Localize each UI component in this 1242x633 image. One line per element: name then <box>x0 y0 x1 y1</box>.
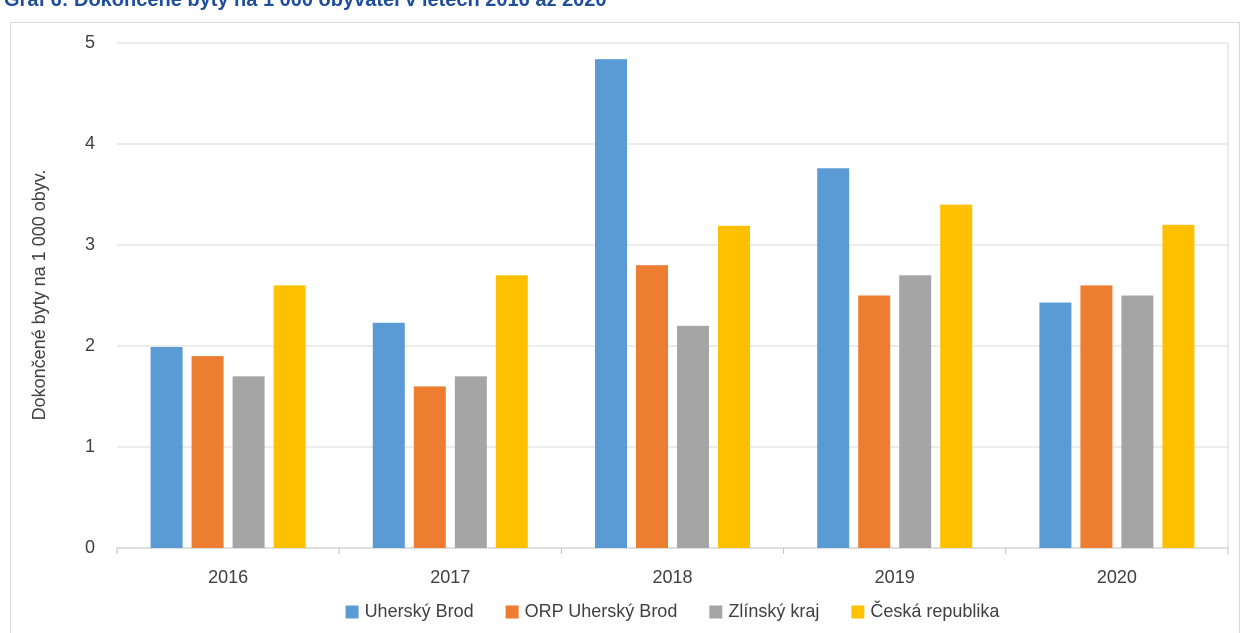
y-tick-label: 0 <box>85 537 95 557</box>
x-tick-label: 2019 <box>875 567 915 587</box>
x-tick-label: 2017 <box>430 567 470 587</box>
bar <box>1121 295 1154 548</box>
bar <box>232 376 265 548</box>
legend-swatch <box>709 605 723 619</box>
bar <box>858 295 891 548</box>
bar <box>817 168 850 549</box>
bar <box>1162 224 1195 549</box>
bar <box>191 356 224 548</box>
y-axis-label: Dokončené byty na 1 000 obyv. <box>29 170 49 421</box>
bar <box>677 325 709 548</box>
bar <box>150 347 183 548</box>
y-tick-label: 2 <box>85 335 95 355</box>
y-tick-label: 1 <box>85 436 95 456</box>
legend-label: ORP Uherský Brod <box>525 601 678 621</box>
legend-swatch <box>505 605 519 619</box>
bar <box>273 285 306 548</box>
bar <box>899 275 932 548</box>
bar <box>1039 302 1072 548</box>
bar <box>718 225 750 548</box>
legend-label: Zlínský kraj <box>728 601 819 621</box>
y-tick-label: 5 <box>85 32 95 52</box>
bar <box>1080 285 1113 548</box>
bar <box>595 59 627 548</box>
legend-label: Uherský Brod <box>365 601 474 621</box>
x-tick-label: 2016 <box>208 567 248 587</box>
bar <box>495 275 528 548</box>
chart-title: Graf 6: Dokončené byty na 1 000 obyvatel… <box>4 0 607 11</box>
x-tick-label: 2018 <box>652 567 692 587</box>
legend-label: Česká republika <box>870 600 1000 621</box>
bar <box>454 376 487 548</box>
legend-swatch <box>851 605 865 619</box>
bar <box>413 386 446 548</box>
y-tick-label: 4 <box>85 133 95 153</box>
legend-swatch <box>345 605 359 619</box>
y-tick-label: 3 <box>85 234 95 254</box>
bar <box>372 322 405 548</box>
x-tick-label: 2020 <box>1097 567 1137 587</box>
bar <box>940 204 973 548</box>
bar <box>636 265 668 548</box>
